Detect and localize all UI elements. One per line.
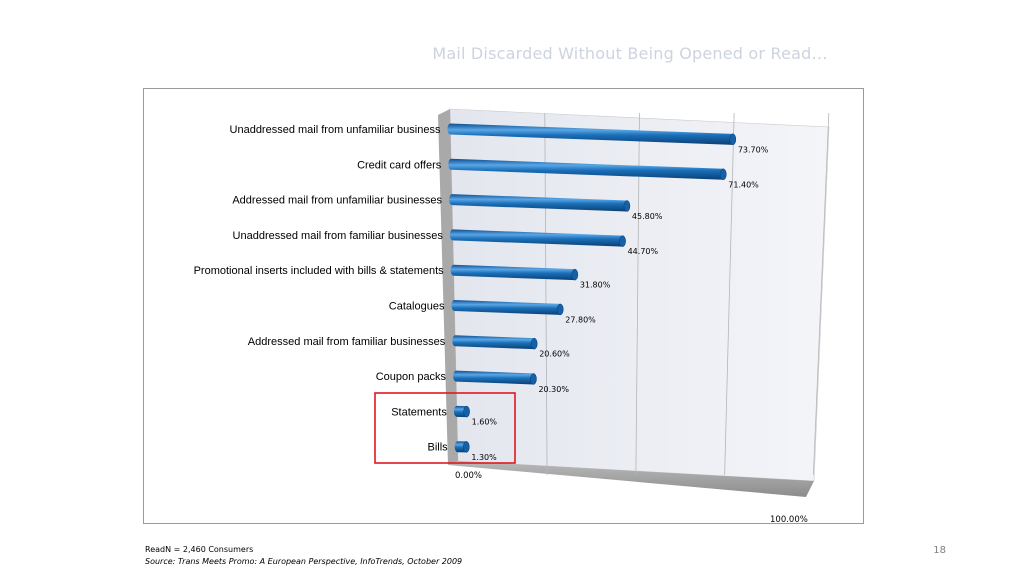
slide-title: Mail Discarded Without Being Opened or R… bbox=[432, 44, 828, 63]
category-label: Bills bbox=[428, 442, 449, 454]
bar-cap bbox=[729, 133, 737, 146]
bar-body bbox=[447, 123, 736, 145]
bar-body bbox=[450, 264, 578, 281]
highlight-box bbox=[374, 392, 516, 464]
gridline bbox=[813, 112, 830, 476]
value-label: 44.70% bbox=[628, 247, 659, 256]
source-note: Source: Trans Meets Promo: A European Pe… bbox=[145, 557, 463, 566]
category-label: Credit card offers bbox=[357, 159, 442, 171]
bar-body bbox=[453, 370, 537, 385]
bar-body bbox=[449, 194, 630, 212]
bar-cap bbox=[571, 268, 579, 281]
bar-6 bbox=[452, 335, 538, 350]
value-label: 20.30% bbox=[538, 385, 569, 394]
value-label: 31.80% bbox=[580, 281, 611, 290]
bar-cap bbox=[530, 337, 538, 350]
axis-min-label: 0.00% bbox=[455, 471, 482, 481]
bar-0 bbox=[447, 123, 737, 146]
bar-2 bbox=[449, 194, 631, 212]
bar-chart: 73.70% Unaddressed mail from unfamiliar b… bbox=[194, 108, 830, 525]
chart-floor bbox=[448, 461, 814, 497]
bar-cap bbox=[619, 235, 626, 247]
category-label: Addressed mail from unfamiliar businesse… bbox=[232, 195, 442, 207]
chart-frame: 73.70% Unaddressed mail from unfamiliar b… bbox=[143, 88, 864, 525]
value-label: 73.70% bbox=[738, 145, 769, 154]
bar-9 bbox=[454, 441, 470, 453]
axis-max-label: 100.00% bbox=[770, 515, 808, 525]
bar-cap bbox=[720, 168, 727, 181]
bar-body bbox=[451, 300, 564, 315]
gridline bbox=[724, 112, 735, 476]
sample-size-note: ReadN = 2,460 Consumers bbox=[145, 545, 254, 554]
bar-8 bbox=[453, 405, 470, 418]
category-label: Addressed mail from familiar businesses bbox=[248, 336, 446, 348]
value-label: 1.30% bbox=[471, 453, 497, 462]
bar-5 bbox=[451, 300, 564, 316]
bar-cap bbox=[463, 441, 470, 453]
category-label: Statements bbox=[391, 406, 447, 418]
bar-7 bbox=[453, 370, 537, 385]
value-label: 20.60% bbox=[539, 350, 570, 359]
value-label: 27.80% bbox=[565, 315, 596, 324]
category-label: Promotional inserts included with bills … bbox=[194, 265, 445, 277]
bar-cap bbox=[463, 405, 470, 418]
bar-3 bbox=[449, 229, 626, 247]
bar-1 bbox=[448, 158, 727, 181]
gridline bbox=[544, 112, 548, 476]
bar-4 bbox=[450, 264, 579, 281]
bar-body bbox=[448, 158, 727, 180]
bar-cap bbox=[623, 200, 631, 212]
bar-body bbox=[452, 335, 538, 350]
category-label: Catalogues bbox=[389, 301, 445, 313]
page-number: 18 bbox=[933, 545, 946, 556]
category-label: Coupon packs bbox=[376, 371, 447, 383]
bar-cap bbox=[557, 303, 564, 316]
category-label: Unaddressed mail from unfamiliar busines… bbox=[230, 124, 441, 136]
category-label: Unaddressed mail from familiar businesse… bbox=[233, 230, 444, 242]
chart-side-wall bbox=[438, 109, 458, 465]
value-label: 1.60% bbox=[472, 418, 498, 427]
bar-body bbox=[449, 229, 626, 247]
value-label: 71.40% bbox=[728, 180, 759, 189]
bar-cap bbox=[530, 373, 537, 385]
value-label: 45.80% bbox=[632, 212, 663, 221]
